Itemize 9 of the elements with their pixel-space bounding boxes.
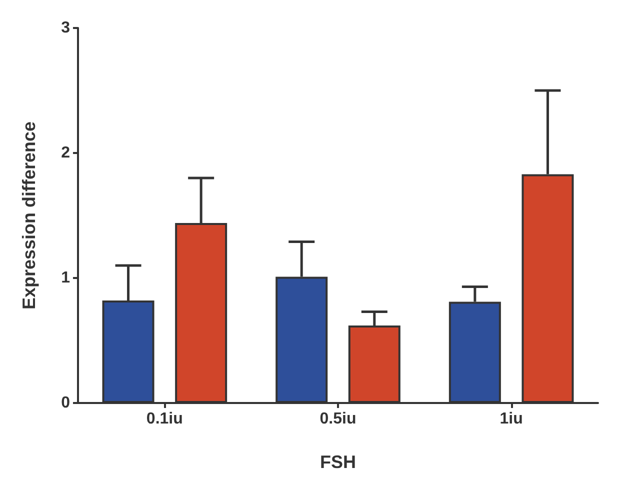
y-tick-label: 1 [61,270,70,286]
x-tick-label: 0.1iu [146,410,183,428]
x-axis-title: FSH [320,452,356,472]
y-tick-label: 3 [61,20,70,36]
x-tick-label: 0.5iu [320,410,356,428]
y-axis-title: Expression difference [19,121,39,310]
x-tick-label: 1iu [500,410,523,428]
y-tick-label: 0 [61,394,70,412]
y-tick-label: 2 [61,144,70,162]
